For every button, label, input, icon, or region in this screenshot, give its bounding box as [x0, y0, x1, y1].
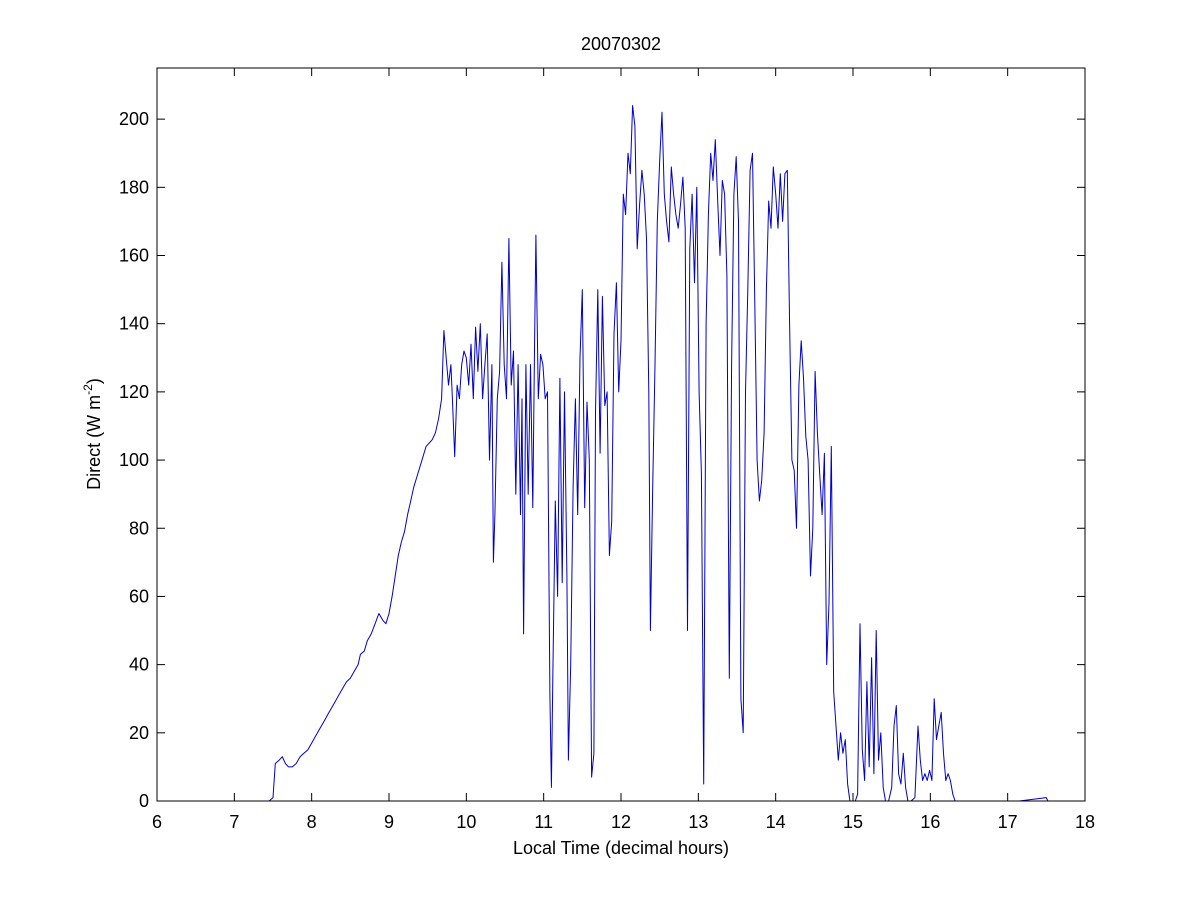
series-line-direct: [222, 105, 1082, 802]
series-layer: [222, 105, 1082, 802]
x-tick-label: 7: [229, 812, 239, 832]
x-tick-label: 6: [152, 812, 162, 832]
y-axis-label-superscript: -2: [81, 384, 95, 395]
y-tick-label: 40: [129, 655, 149, 675]
x-tick-label: 14: [766, 812, 786, 832]
x-tick-label: 8: [307, 812, 317, 832]
y-tick-label: 20: [129, 723, 149, 743]
y-tick-label: 180: [119, 177, 149, 197]
x-tick-label: 12: [611, 812, 631, 832]
y-tick-label: 140: [119, 314, 149, 334]
y-tick-label: 160: [119, 246, 149, 266]
x-tick-label: 10: [456, 812, 476, 832]
y-tick-label: 80: [129, 518, 149, 538]
plot-frame: [156, 67, 1086, 802]
y-tick-label: 200: [119, 109, 149, 129]
chart-title: 20070302: [581, 34, 661, 54]
x-tick-label: 15: [843, 812, 863, 832]
x-tick-label: 13: [688, 812, 708, 832]
y-tick-label: 120: [119, 382, 149, 402]
x-axis-label: Local Time (decimal hours): [513, 838, 729, 858]
plot-background: [157, 68, 1085, 801]
x-tick-label: 18: [1075, 812, 1095, 832]
x-tick-label: 9: [384, 812, 394, 832]
x-tick-label: 11: [534, 812, 553, 832]
y-tick-label: 100: [119, 450, 149, 470]
x-tick-label: 16: [920, 812, 940, 832]
y-axis-label-main: Direct (W m: [84, 395, 104, 490]
y-axis-label: Direct (W m-2): [81, 378, 104, 490]
y-tick-label: 0: [139, 791, 149, 811]
x-tick-label: 17: [998, 812, 1018, 832]
y-tick-label: 60: [129, 586, 149, 606]
y-axis-label-close: ): [84, 378, 104, 384]
tick-layer: 6 7 8 9 10 11 12 13 14 15 16 17 18020406080100120140…: [119, 68, 1095, 832]
